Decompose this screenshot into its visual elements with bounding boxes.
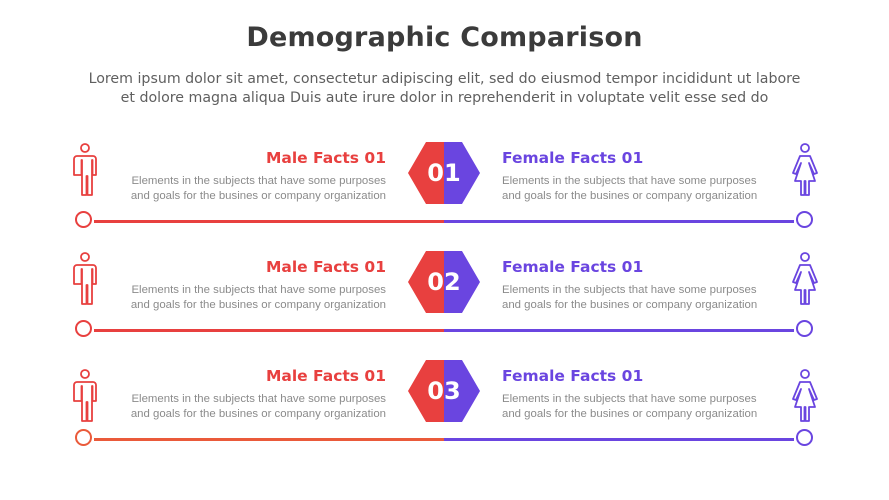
male-timeline-line [94, 329, 444, 332]
female-facts-description: Elements in the subjects that have some … [502, 392, 792, 422]
male-facts-description: Elements in the subjects that have some … [96, 392, 386, 422]
female-timeline-line [444, 438, 794, 441]
female-person-icon [790, 368, 820, 424]
male-facts-description: Elements in the subjects that have some … [96, 174, 386, 204]
number-hexagon: 01 [408, 142, 480, 204]
male-facts-heading: Male Facts 01 [265, 367, 386, 385]
female-person-icon [790, 142, 820, 198]
description-line: Elements in the subjects that have some … [502, 284, 757, 296]
page-title: Demographic Comparison [246, 22, 643, 53]
description-line: and goals for the busines or company org… [130, 299, 386, 311]
male-facts-heading: Male Facts 01 [265, 258, 386, 276]
description-line: Elements in the subjects that have some … [502, 393, 757, 405]
subtitle-line-2: et dolore magna aliqua Duis aute irure d… [120, 90, 769, 106]
description-line: and goals for the busines or company org… [502, 408, 758, 420]
female-facts-heading: Female Facts 01 [502, 149, 644, 167]
male-endpoint-circle [75, 429, 92, 446]
male-facts-description: Elements in the subjects that have some … [96, 283, 386, 313]
description-line: and goals for the busines or company org… [130, 408, 386, 420]
male-timeline-line [94, 220, 444, 223]
female-person-icon [790, 251, 820, 307]
male-timeline-line [94, 438, 444, 441]
female-facts-heading: Female Facts 01 [502, 367, 644, 385]
subtitle-line-1: Lorem ipsum dolor sit amet, consectetur … [88, 71, 801, 87]
comparison-row-2: Male Facts 01 Elements in the subjects t… [0, 247, 889, 347]
male-endpoint-circle [75, 211, 92, 228]
description-line: and goals for the busines or company org… [502, 299, 758, 311]
description-line: Elements in the subjects that have some … [131, 393, 386, 405]
description-line: and goals for the busines or company org… [130, 190, 386, 202]
male-person-icon [70, 251, 100, 307]
row-number: 01 [427, 159, 461, 187]
comparison-row-3: Male Facts 01 Elements in the subjects t… [0, 356, 889, 456]
description-line: and goals for the busines or company org… [502, 190, 758, 202]
female-facts-heading: Female Facts 01 [502, 258, 644, 276]
description-line: Elements in the subjects that have some … [502, 175, 757, 187]
female-facts-description: Elements in the subjects that have some … [502, 174, 792, 204]
row-number: 03 [427, 377, 461, 405]
male-person-icon [70, 142, 100, 198]
row-number: 02 [427, 268, 461, 296]
number-hexagon: 03 [408, 360, 480, 422]
female-timeline-line [444, 220, 794, 223]
female-endpoint-circle [796, 320, 813, 337]
male-person-icon [70, 368, 100, 424]
female-endpoint-circle [796, 429, 813, 446]
male-endpoint-circle [75, 320, 92, 337]
male-facts-heading: Male Facts 01 [265, 149, 386, 167]
description-line: Elements in the subjects that have some … [131, 284, 386, 296]
description-line: Elements in the subjects that have some … [131, 175, 386, 187]
page-subtitle: Lorem ipsum dolor sit amet, consectetur … [0, 70, 889, 108]
female-facts-description: Elements in the subjects that have some … [502, 283, 792, 313]
number-hexagon: 02 [408, 251, 480, 313]
comparison-row-1: Male Facts 01 Elements in the subjects t… [0, 138, 889, 238]
female-endpoint-circle [796, 211, 813, 228]
female-timeline-line [444, 329, 794, 332]
